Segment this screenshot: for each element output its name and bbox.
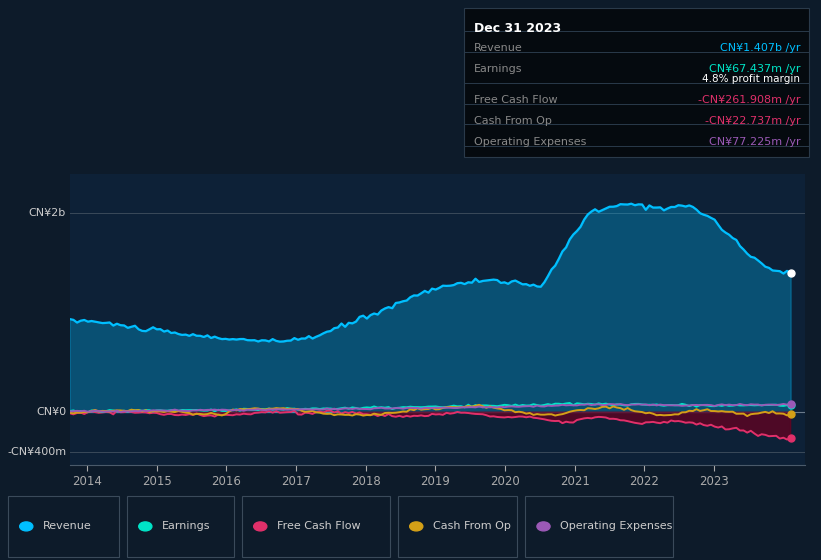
Text: CN¥77.225m /yr: CN¥77.225m /yr [709,137,800,147]
Text: Revenue: Revenue [43,521,91,531]
Text: -CN¥400m: -CN¥400m [7,447,67,457]
Text: 4.8% profit margin: 4.8% profit margin [703,74,800,85]
Text: CN¥0: CN¥0 [36,407,67,417]
Text: -CN¥22.737m /yr: -CN¥22.737m /yr [705,116,800,126]
Text: CN¥67.437m /yr: CN¥67.437m /yr [709,64,800,74]
Text: CN¥2b: CN¥2b [29,208,67,218]
Text: Free Cash Flow: Free Cash Flow [277,521,360,531]
Text: Earnings: Earnings [474,64,522,74]
Text: CN¥1.407b /yr: CN¥1.407b /yr [720,43,800,53]
Text: Operating Expenses: Operating Expenses [474,137,586,147]
Text: Earnings: Earnings [162,521,210,531]
Text: Free Cash Flow: Free Cash Flow [474,95,557,105]
Text: Revenue: Revenue [474,43,522,53]
Text: Cash From Op: Cash From Op [474,116,552,126]
Text: Cash From Op: Cash From Op [433,521,511,531]
Text: Operating Expenses: Operating Expenses [560,521,672,531]
Text: Dec 31 2023: Dec 31 2023 [474,22,561,35]
Text: -CN¥261.908m /yr: -CN¥261.908m /yr [698,95,800,105]
